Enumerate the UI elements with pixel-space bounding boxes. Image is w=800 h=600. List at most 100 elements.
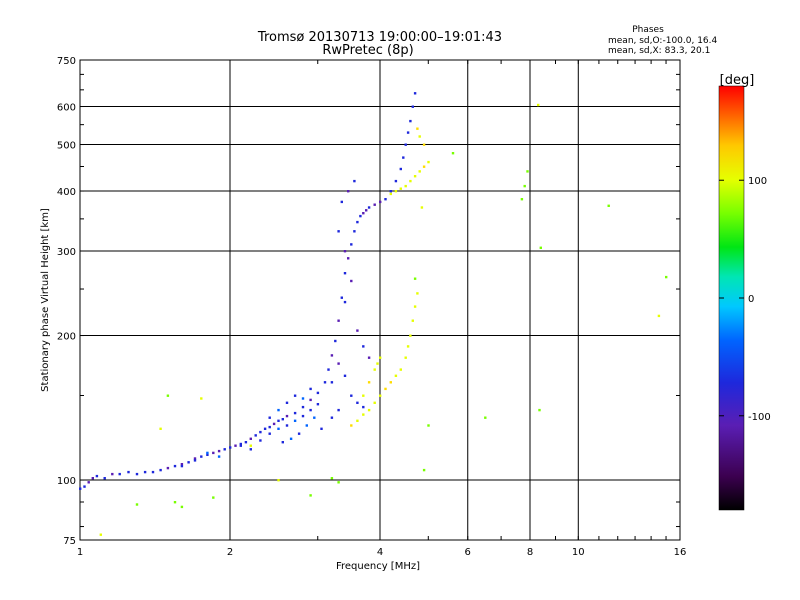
data-point — [362, 394, 365, 397]
data-points — [79, 92, 668, 536]
data-point — [362, 413, 365, 416]
data-point — [200, 397, 203, 400]
data-point — [418, 135, 421, 138]
x-tick-label: 16 — [674, 547, 687, 558]
data-point — [394, 179, 398, 183]
data-point — [353, 179, 356, 183]
data-point — [413, 92, 417, 95]
data-point — [297, 432, 301, 435]
data-point — [657, 314, 661, 318]
data-point — [422, 165, 426, 168]
x-tick-label: 2 — [227, 547, 233, 558]
data-point — [337, 362, 340, 365]
data-point — [268, 425, 271, 429]
x-tick-label: 8 — [527, 547, 533, 558]
y-tick-label: 100 — [57, 476, 76, 487]
data-point — [367, 381, 371, 384]
data-point — [95, 474, 99, 478]
data-point — [206, 453, 209, 456]
data-point — [373, 368, 376, 371]
data-point — [127, 470, 130, 474]
data-point — [404, 184, 407, 188]
y-tick-label: 750 — [57, 56, 76, 67]
data-point — [373, 203, 376, 206]
data-point — [539, 246, 542, 249]
data-point — [389, 190, 392, 193]
data-point — [537, 103, 540, 107]
data-point — [316, 391, 320, 395]
data-point — [347, 190, 350, 193]
data-point — [330, 416, 334, 419]
data-point — [394, 374, 398, 377]
data-point — [399, 368, 402, 371]
data-point — [330, 381, 334, 384]
data-point — [367, 356, 371, 359]
data-point — [180, 463, 184, 466]
data-point — [353, 230, 356, 233]
data-point — [277, 408, 280, 412]
data-point — [327, 368, 330, 371]
data-point — [239, 444, 242, 447]
data-point — [337, 230, 340, 233]
data-point — [526, 170, 529, 173]
data-point — [309, 387, 312, 391]
data-point — [607, 204, 610, 207]
data-point — [350, 394, 353, 397]
data-point — [285, 401, 289, 404]
data-point — [343, 250, 347, 253]
info-line-x: mean, sd,X: 83.3, 20.1 — [608, 46, 710, 56]
data-point — [538, 408, 541, 412]
data-point — [373, 401, 376, 404]
data-point — [289, 437, 293, 440]
data-point — [249, 448, 252, 451]
x-axis-label: Frequency [MHz] — [336, 561, 420, 572]
data-point — [416, 127, 419, 130]
data-point — [399, 187, 402, 190]
data-point — [427, 160, 430, 164]
data-point — [200, 455, 203, 458]
data-point — [411, 319, 414, 322]
data-point — [379, 200, 382, 204]
data-point — [135, 472, 139, 476]
data-point — [301, 397, 305, 400]
data-point — [277, 479, 280, 482]
data-point — [409, 334, 412, 337]
y-tick-label: 600 — [57, 103, 76, 114]
data-point — [404, 143, 407, 146]
data-point — [180, 505, 184, 509]
data-point — [217, 449, 221, 453]
data-point — [301, 405, 305, 409]
data-point — [313, 416, 316, 419]
data-point — [356, 401, 359, 404]
data-point — [350, 243, 353, 246]
data-point — [394, 190, 398, 193]
data-point — [309, 494, 312, 497]
data-point — [356, 220, 359, 224]
x-tick-label: 10 — [572, 547, 585, 558]
data-point — [244, 441, 248, 444]
data-point — [285, 414, 289, 418]
data-point — [173, 464, 177, 468]
data-point — [187, 461, 190, 464]
grid-lines — [80, 60, 680, 540]
data-point — [234, 444, 237, 447]
data-point — [268, 432, 271, 435]
data-point — [484, 416, 487, 419]
data-point — [293, 419, 297, 422]
data-point — [293, 394, 297, 397]
data-point — [451, 152, 455, 155]
data-point — [79, 487, 82, 490]
chart-subtitle: RwPretec (8p) — [322, 43, 413, 58]
data-point — [384, 198, 387, 201]
data-point — [356, 419, 359, 422]
data-point — [293, 411, 297, 415]
data-point — [356, 329, 359, 332]
data-point — [422, 143, 426, 146]
data-point — [337, 319, 340, 322]
data-point — [350, 279, 353, 283]
data-point — [249, 444, 252, 447]
x-tick-label: 6 — [465, 547, 471, 558]
data-point — [362, 405, 365, 409]
y-tick-label: 300 — [57, 247, 76, 258]
data-point — [263, 427, 267, 430]
